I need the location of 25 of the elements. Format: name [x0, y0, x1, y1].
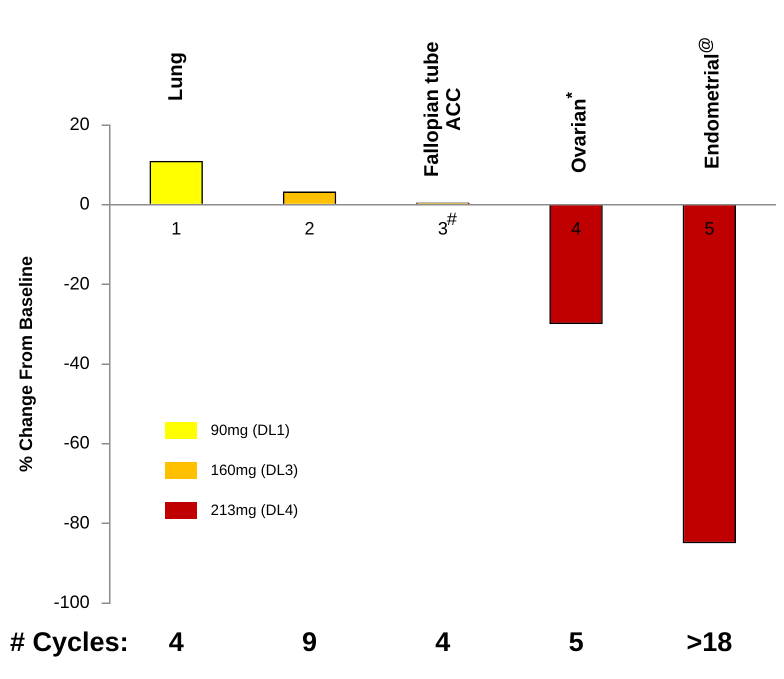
- x-tick-label: 4: [571, 218, 582, 238]
- text: 5: [568, 627, 584, 658]
- text: 9: [302, 627, 318, 658]
- y-tick-label: -80: [64, 512, 90, 532]
- x-tick-label: 3: [438, 218, 448, 238]
- annotation: Fallopian tube ACC: [420, 41, 465, 177]
- text: # Cycles:: [10, 627, 129, 658]
- text: >18: [686, 627, 732, 658]
- legend-label: 160mg (DL3): [210, 462, 298, 478]
- x-tick-label: 2: [304, 218, 315, 238]
- text: 4: [168, 627, 184, 658]
- legend-label: 213mg (DL4): [210, 502, 298, 518]
- y-tick-label: -40: [64, 352, 90, 373]
- y-tick-label: -100: [54, 592, 90, 612]
- y-tick-label: 20: [70, 114, 90, 134]
- text: Lung: [165, 52, 188, 102]
- y-tick-label: -20: [64, 273, 90, 294]
- y-axis-title: % Change From Baseline: [16, 256, 36, 472]
- annotation: #: [446, 208, 457, 229]
- legend-label: 90mg (DL1): [210, 422, 290, 438]
- x-tick-label: 5: [704, 218, 714, 238]
- text: 4: [435, 627, 450, 658]
- x-tick-label: 1: [171, 218, 182, 238]
- y-tick-label: -60: [64, 432, 90, 453]
- y-tick-label: 0: [80, 194, 90, 214]
